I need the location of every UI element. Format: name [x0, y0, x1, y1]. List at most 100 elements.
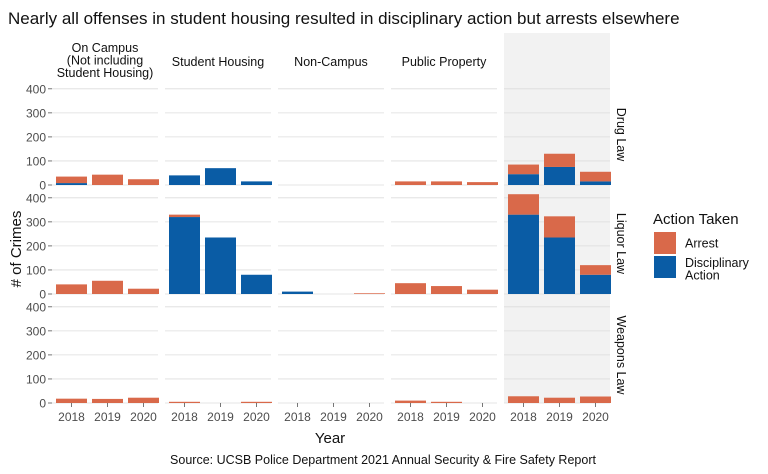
bar-arrest-liquor-law-student-housing-2018 — [169, 214, 200, 218]
y-tick-label: 300 — [26, 215, 46, 229]
bar-arrest-liquor-law-on-campus-not-including-student-housing-2020 — [128, 288, 159, 294]
y-tick-label: 400 — [26, 191, 46, 205]
panels-layer: On Campus (Not including Student Housing) S… — [52, 33, 611, 404]
x-tick-label: 2019 — [94, 410, 121, 424]
legend-swatch-disciplinary — [654, 256, 676, 278]
bar-arrest-liquor-law-total-2020 — [580, 265, 611, 275]
column-header-student-housing: Student Housing — [172, 55, 264, 69]
panel-drug-law-on-campus-not-including-student-housing — [52, 88, 158, 186]
bar-arrest-liquor-law-public-property-2020 — [467, 289, 498, 294]
legend: Action Taken Arrest Disciplinary Action — [653, 211, 750, 283]
bar-arrest-weapons-law-total-2020 — [580, 396, 611, 403]
column-header-non-campus: Non-Campus — [294, 55, 368, 69]
panel-weapons-law-student-housing — [165, 306, 271, 404]
bar-arrest-weapons-law-on-campus-not-including-student-housing-2018 — [56, 398, 87, 403]
bar-disciplinary-liquor-law-total-2020 — [580, 274, 611, 294]
row-header-liquor-law: Liquor Law — [614, 213, 628, 275]
bar-disciplinary-drug-law-total-2018 — [508, 174, 539, 185]
panel-liquor-law-on-campus-not-including-student-housing — [52, 197, 158, 295]
x-tick-label: 2020 — [243, 410, 270, 424]
bar-arrest-weapons-law-student-housing-2018 — [169, 401, 200, 403]
y-tick-label: 0 — [39, 179, 46, 193]
x-tick-label: 2019 — [546, 410, 573, 424]
axes-layer: 0100200300400010020030040001002003004002… — [26, 82, 628, 424]
bar-arrest-drug-law-on-campus-not-including-student-housing-2018 — [56, 176, 87, 184]
bar-arrest-drug-law-total-2020 — [580, 171, 611, 182]
bar-disciplinary-liquor-law-total-2018 — [508, 214, 539, 294]
bar-arrest-liquor-law-public-property-2018 — [395, 283, 426, 294]
x-tick-label: 2020 — [356, 410, 383, 424]
row-header-weapons-law: Weapons Law — [614, 316, 628, 396]
panel-weapons-law-on-campus-not-including-student-housing — [52, 306, 158, 404]
bar-arrest-weapons-law-total-2019 — [544, 397, 575, 403]
bar-arrest-weapons-law-on-campus-not-including-student-housing-2019 — [92, 398, 123, 403]
bar-arrest-liquor-law-non-campus-2020 — [354, 293, 385, 294]
panel-weapons-law-public-property — [391, 306, 497, 404]
chart-caption: Source: UCSB Police Department 2021 Annu… — [170, 453, 596, 467]
bar-arrest-liquor-law-on-campus-not-including-student-housing-2018 — [56, 284, 87, 294]
bar-arrest-weapons-law-total-2018 — [508, 396, 539, 403]
bar-disciplinary-drug-law-on-campus-not-including-student-housing-2018 — [56, 183, 87, 185]
y-tick-label: 100 — [26, 263, 46, 277]
bar-disciplinary-drug-law-student-housing-2020 — [241, 181, 272, 185]
x-tick-label: 2018 — [397, 410, 424, 424]
bar-disciplinary-liquor-law-student-housing-2018 — [169, 217, 200, 294]
x-tick-label: 2019 — [433, 410, 460, 424]
bar-disciplinary-liquor-law-student-housing-2020 — [241, 274, 272, 294]
bar-disciplinary-liquor-law-non-campus-2018 — [282, 291, 313, 294]
bar-arrest-drug-law-total-2018 — [508, 164, 539, 175]
x-tick-label: 2020 — [130, 410, 157, 424]
y-tick-label: 400 — [26, 300, 46, 314]
column-header-public-property: Public Property — [402, 55, 488, 69]
bar-arrest-weapons-law-student-housing-2020 — [241, 401, 272, 403]
chart-title: Nearly all offenses in student housing r… — [8, 9, 680, 28]
x-tick-label: 2018 — [171, 410, 198, 424]
bar-arrest-weapons-law-on-campus-not-including-student-housing-2020 — [128, 397, 159, 403]
legend-swatch-arrest — [654, 232, 676, 254]
panel-liquor-law-non-campus — [278, 197, 384, 295]
x-tick-label: 2018 — [58, 410, 85, 424]
y-tick-label: 200 — [26, 239, 46, 253]
panel-weapons-law-non-campus — [278, 306, 384, 404]
y-tick-label: 400 — [26, 82, 46, 96]
bar-arrest-liquor-law-public-property-2019 — [431, 286, 462, 294]
column-header-on-campus-not-including-student-housing: On Campus (Not including Student Housing) — [57, 41, 154, 80]
y-tick-label: 0 — [39, 288, 46, 302]
bar-arrest-drug-law-on-campus-not-including-student-housing-2019 — [92, 174, 123, 185]
panel-drug-law-public-property — [391, 88, 497, 186]
bar-disciplinary-drug-law-total-2020 — [580, 181, 611, 185]
bar-arrest-drug-law-public-property-2018 — [395, 181, 426, 185]
panel-liquor-law-public-property — [391, 197, 497, 295]
legend-label-disciplinary: Disciplinary Action — [685, 256, 750, 283]
bar-arrest-liquor-law-total-2018 — [508, 194, 539, 215]
panel-drug-law-non-campus — [278, 88, 384, 186]
bar-arrest-drug-law-on-campus-not-including-student-housing-2020 — [128, 179, 159, 185]
x-tick-label: 2020 — [469, 410, 496, 424]
bar-arrest-weapons-law-public-property-2018 — [395, 400, 426, 403]
bar-arrest-drug-law-total-2019 — [544, 153, 575, 167]
y-tick-label: 100 — [26, 372, 46, 386]
y-tick-label: 100 — [26, 154, 46, 168]
x-tick-label: 2019 — [207, 410, 234, 424]
x-tick-label: 2020 — [582, 410, 609, 424]
bar-disciplinary-drug-law-student-housing-2019 — [205, 168, 236, 185]
bar-disciplinary-drug-law-total-2019 — [544, 166, 575, 185]
x-axis-label: Year — [315, 430, 345, 447]
bar-arrest-liquor-law-total-2019 — [544, 216, 575, 238]
y-tick-label: 200 — [26, 130, 46, 144]
row-header-drug-law: Drug Law — [614, 108, 628, 162]
legend-title: Action Taken — [653, 211, 739, 228]
bar-arrest-liquor-law-on-campus-not-including-student-housing-2019 — [92, 280, 123, 294]
x-tick-label: 2018 — [284, 410, 311, 424]
bar-disciplinary-liquor-law-total-2019 — [544, 237, 575, 294]
bar-arrest-drug-law-public-property-2019 — [431, 181, 462, 185]
bar-arrest-weapons-law-public-property-2019 — [431, 401, 462, 403]
bar-disciplinary-liquor-law-student-housing-2019 — [205, 237, 236, 294]
y-tick-label: 200 — [26, 348, 46, 362]
bar-disciplinary-drug-law-student-housing-2018 — [169, 175, 200, 185]
legend-label-arrest: Arrest — [685, 237, 719, 251]
y-tick-label: 0 — [39, 397, 46, 411]
bar-arrest-drug-law-public-property-2020 — [467, 182, 498, 185]
x-tick-label: 2018 — [510, 410, 537, 424]
